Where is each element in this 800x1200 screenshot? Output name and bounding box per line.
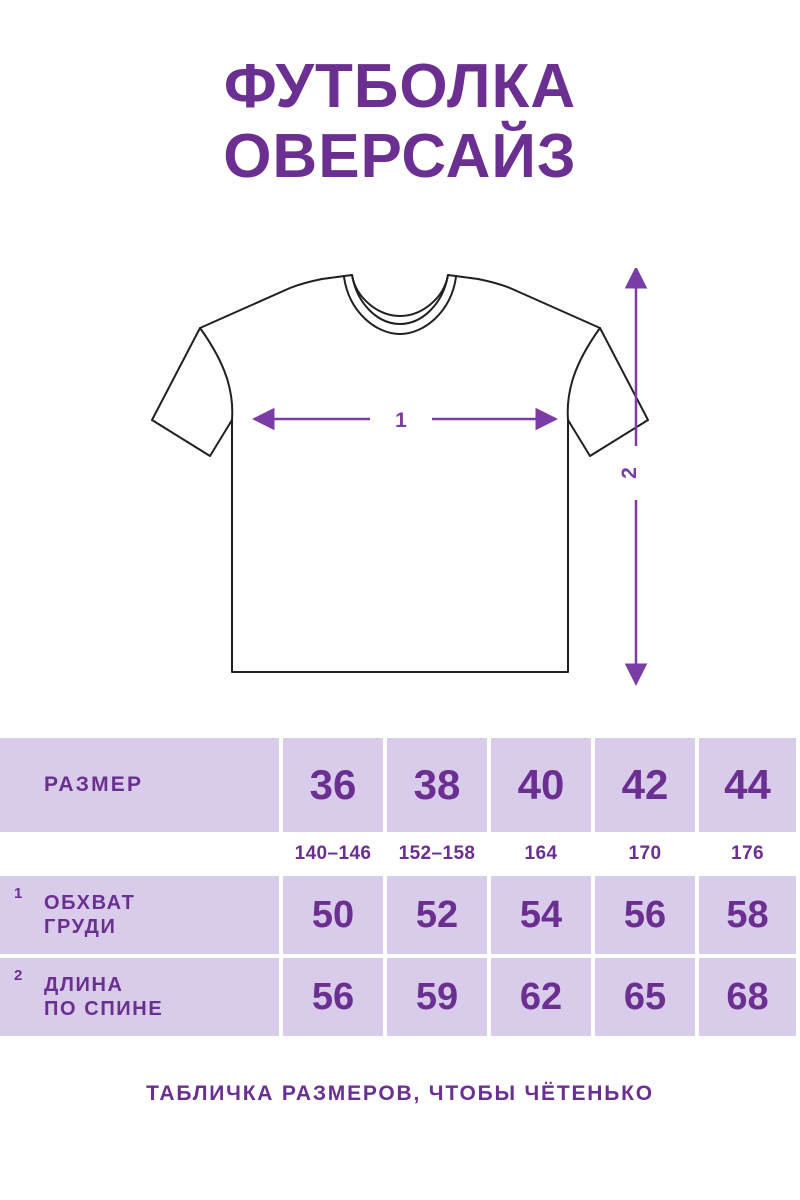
size-table: РАЗМЕР 36 38 40 42 44 140–146 xyxy=(0,738,800,1036)
page-title-line-1: ФУТБОЛКА xyxy=(223,52,577,121)
size-value: 38 xyxy=(413,761,461,808)
chest-cell-0: 50 xyxy=(283,876,383,954)
height-value: 170 xyxy=(628,843,662,864)
table-row-back-length: 2 ДЛИНА ПО СПИНЕ 56 59 62 65 68 xyxy=(0,958,800,1036)
size-header-label: РАЗМЕР xyxy=(44,773,144,796)
size-cell-4: 44 xyxy=(699,738,796,832)
back-length-label-cell: 2 ДЛИНА ПО СПИНЕ xyxy=(0,958,279,1036)
size-cell-3: 42 xyxy=(595,738,695,832)
size-cell-1: 38 xyxy=(387,738,487,832)
back-length-cell-1: 59 xyxy=(387,958,487,1036)
chest-cell-4: 58 xyxy=(699,876,796,954)
size-value: 36 xyxy=(309,761,357,808)
chest-value: 56 xyxy=(623,893,667,936)
chest-measure-label: 1 xyxy=(395,409,407,432)
back-length-value: 65 xyxy=(623,975,667,1018)
height-cell-1: 152–158 xyxy=(387,836,487,872)
back-length-marker: 2 xyxy=(14,967,23,984)
footer-text: ТАБЛИЧКА РАЗМЕРОВ, ЧТОБЫ ЧЁТЕНЬКО xyxy=(146,1082,654,1105)
height-value: 152–158 xyxy=(398,843,476,864)
tshirt-outline-shape xyxy=(151,274,649,673)
table-row-sizes: РАЗМЕР 36 38 40 42 44 xyxy=(0,738,800,832)
size-value: 44 xyxy=(724,761,771,808)
back-length-cell-2: 62 xyxy=(491,958,591,1036)
page-title: ФУТБОЛКА ОВЕРСАЙЗ xyxy=(0,52,800,192)
height-value: 176 xyxy=(731,843,764,864)
footer: ТАБЛИЧКА РАЗМЕРОВ, ЧТОБЫ ЧЁТЕНЬКО xyxy=(0,1082,800,1106)
chest-cell-3: 56 xyxy=(595,876,695,954)
height-cell-2: 164 xyxy=(491,836,591,872)
back-length-cell-0: 56 xyxy=(283,958,383,1036)
chest-label: ОБХВАТ ГРУДИ xyxy=(44,891,136,939)
height-cell-3: 170 xyxy=(595,836,695,872)
chest-cell-2: 54 xyxy=(491,876,591,954)
chest-value: 52 xyxy=(415,893,459,936)
height-row-spacer xyxy=(0,836,279,872)
chest-label-cell: 1 ОБХВАТ ГРУДИ xyxy=(0,876,279,954)
height-value: 164 xyxy=(524,843,558,864)
chest-label-line-1: ОБХВАТ xyxy=(44,892,136,914)
length-measure-label: 2 xyxy=(618,467,641,479)
collar-rib xyxy=(343,274,457,336)
size-header-label-cell: РАЗМЕР xyxy=(0,738,279,832)
height-cell-0: 140–146 xyxy=(283,836,383,872)
back-length-value: 59 xyxy=(415,975,459,1018)
back-length-value: 62 xyxy=(519,975,563,1018)
back-length-label-line-2: ПО СПИНЕ xyxy=(44,998,164,1020)
page-title-line-2: ОВЕРСАЙЗ xyxy=(223,122,577,191)
back-length-value: 56 xyxy=(311,975,355,1018)
chest-value: 58 xyxy=(726,893,769,936)
back-length-label-line-1: ДЛИНА xyxy=(44,974,124,996)
chest-value: 50 xyxy=(311,893,355,936)
back-length-label: ДЛИНА ПО СПИНЕ xyxy=(44,973,163,1021)
size-cell-2: 40 xyxy=(491,738,591,832)
size-cell-0: 36 xyxy=(283,738,383,832)
height-value: 140–146 xyxy=(294,843,372,864)
table-row-chest: 1 ОБХВАТ ГРУДИ 50 52 54 56 58 xyxy=(0,876,800,954)
chest-value: 54 xyxy=(519,893,563,936)
table-row-heights: 140–146 152–158 164 170 176 xyxy=(0,836,800,872)
size-value: 40 xyxy=(517,761,565,808)
sleeve-seam xyxy=(199,327,601,421)
back-length-cell-3: 65 xyxy=(595,958,695,1036)
tshirt-illustration: 1 2 xyxy=(0,268,800,698)
back-length-value: 68 xyxy=(726,975,769,1018)
chest-marker: 1 xyxy=(14,885,23,902)
chest-label-line-2: ГРУДИ xyxy=(44,916,117,938)
chest-cell-1: 52 xyxy=(387,876,487,954)
back-length-cell-4: 68 xyxy=(699,958,796,1036)
height-cell-4: 176 xyxy=(699,836,796,872)
size-value: 42 xyxy=(621,761,669,808)
